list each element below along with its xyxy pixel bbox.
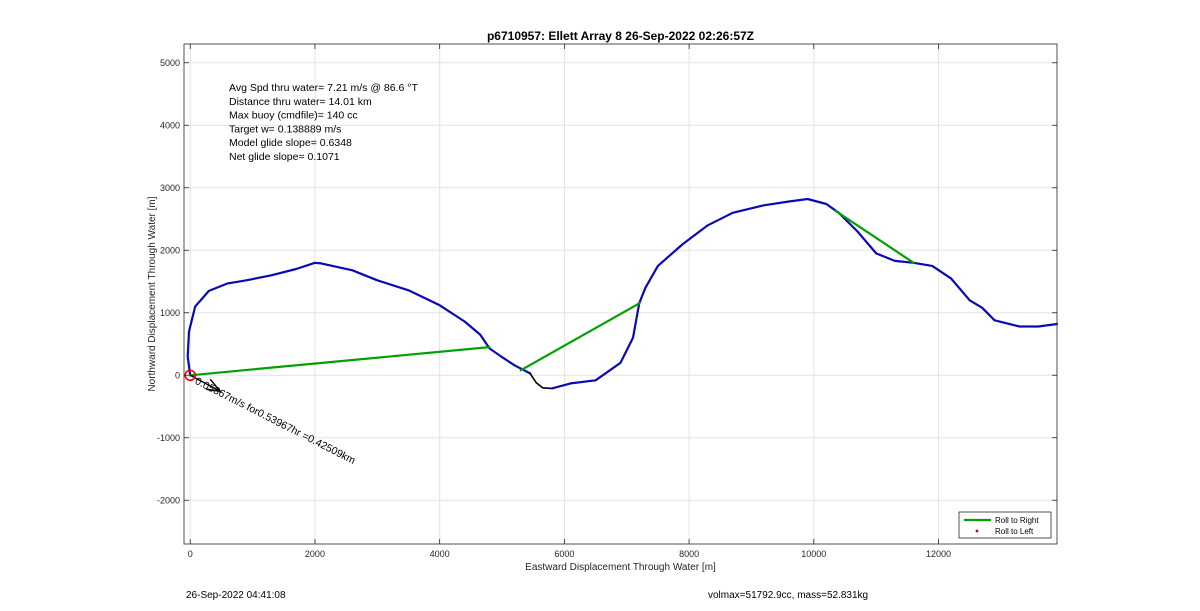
x-tick-label: 12000 — [926, 549, 951, 559]
series-roll-right-3 — [189, 346, 491, 377]
y-tick-label: 3000 — [160, 183, 180, 193]
legend-swatch — [975, 529, 979, 533]
current-annotation: 0.05867m/s for0.53967hr =0.42509km — [193, 375, 358, 467]
series-roll-right-5 — [834, 209, 915, 264]
y-tick-label: 4000 — [160, 120, 180, 130]
y-tick-label: 5000 — [160, 58, 180, 68]
series-dive-1 — [529, 372, 553, 390]
y-tick-label: 0 — [175, 370, 180, 380]
stats-line: Model glide slope= 0.6348 — [229, 137, 352, 149]
legend-label: Roll to Left — [995, 527, 1034, 536]
y-tick-label: -1000 — [157, 433, 180, 443]
legend-label: Roll to Right — [995, 516, 1039, 525]
y-axis-label: Northward Displacement Through Water [m] — [147, 196, 158, 391]
x-tick-label: 8000 — [679, 549, 699, 559]
footer-volmass: volmax=51792.9cc, mass=52.831kg — [708, 590, 869, 601]
legend: Roll to Right Roll to Left — [958, 511, 1052, 539]
legend-box — [958, 511, 1052, 539]
x-axis-label: Eastward Displacement Through Water [m] — [525, 562, 716, 573]
stats-line: Target w= 0.138889 m/s — [229, 123, 341, 135]
footer-timestamp: 26-Sep-2022 04:41:08 — [186, 590, 286, 601]
axes-frame — [183, 43, 1058, 545]
y-tick-label: 1000 — [160, 308, 180, 318]
grid — [184, 44, 1057, 544]
stats-line: Max buoy (cmdfile)= 140 cc — [229, 110, 358, 122]
x-tick-label: 6000 — [554, 549, 574, 559]
x-tick-label: 4000 — [430, 549, 450, 559]
tick-labels: 0 2000 4000 6000 8000 10000 12000 -2000 -1000 0 10… — [157, 44, 1057, 559]
current-arrow-head — [206, 378, 222, 393]
series-roll-right-4 — [519, 302, 641, 372]
stats-line: Avg Spd thru water= 7.21 m/s @ 86.6 °T — [229, 82, 418, 94]
stats-line: Net glide slope= 0.1071 — [229, 151, 340, 163]
chart-title: p6710957: Ellett Array 8 26-Sep-2022 02:… — [487, 29, 754, 43]
series-track-0 — [186, 261, 532, 377]
x-tick-label: 10000 — [801, 549, 826, 559]
series-track-2 — [550, 197, 1059, 390]
stats-line: Distance thru water= 14.01 km — [229, 96, 372, 108]
stats-annotation: Avg Spd thru water= 7.21 m/s @ 86.6 °T Di… — [229, 82, 418, 163]
x-tick-label: 0 — [188, 549, 193, 559]
y-tick-label: 2000 — [160, 245, 180, 255]
y-tick-label: -2000 — [157, 495, 180, 505]
plot-data — [184, 197, 1059, 393]
x-tick-label: 2000 — [305, 549, 325, 559]
